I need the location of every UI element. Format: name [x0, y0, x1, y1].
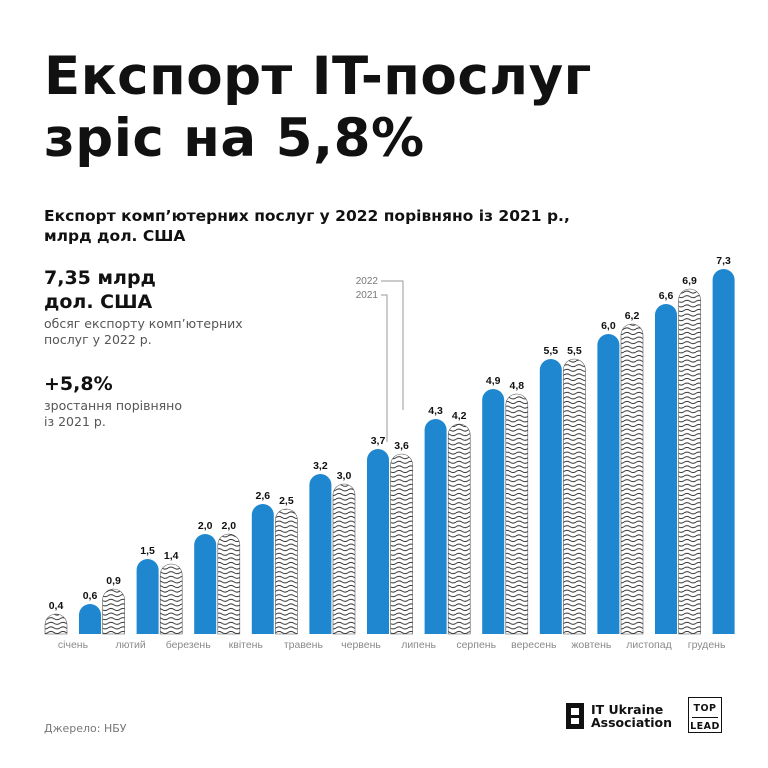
bar-label-2021-8: 4,8 — [509, 380, 524, 392]
x-tick-label-9: жовтень — [571, 639, 612, 651]
bar-2022-11 — [712, 269, 735, 634]
chart-subtitle: Експорт комп’ютерних послуг у 2022 порів… — [44, 206, 704, 246]
bar-2022-6 — [424, 419, 447, 634]
top-lead-logo: TOP LEAD — [688, 697, 722, 733]
bar-2022-1 — [136, 559, 159, 634]
bar-label-2021-7: 4,2 — [452, 410, 467, 422]
bar-2021-0 — [44, 613, 68, 635]
stat-total-value: 7,35 млрд дол. США — [44, 266, 156, 314]
stat-growth-value: +5,8% — [44, 373, 113, 395]
subtitle-line-1: Експорт комп’ютерних послуг у 2022 порів… — [44, 207, 570, 225]
bar-2021-4 — [275, 508, 298, 635]
bar-2022-7 — [482, 389, 505, 634]
top-lead-logo-line-2: LEAD — [690, 721, 720, 732]
x-tick-label-10: листопад — [626, 639, 671, 651]
legend-pointer-2021 — [381, 294, 388, 442]
bar-label-2021-11: 6,9 — [682, 275, 697, 287]
bar-2021-1 — [102, 588, 125, 635]
stat-total-value-line-2: дол. США — [44, 291, 153, 313]
bar-label-2022-4: 3,2 — [313, 460, 328, 472]
x-tick-label-3: квітень — [229, 639, 264, 651]
bar-2022-3 — [251, 504, 274, 634]
headline-line-1: Експорт IT-послуг — [44, 46, 592, 107]
x-tick-label-8: вересень — [511, 639, 557, 651]
bar-label-2022-5: 3,7 — [371, 435, 386, 447]
bar-2022-0 — [79, 604, 101, 634]
x-tick-label-1: лютий — [115, 639, 145, 651]
bar-2021-11 — [678, 288, 701, 635]
bar-2022-8 — [539, 359, 562, 634]
bar-label-2022-1: 1,5 — [140, 545, 155, 557]
x-tick-label-7: серпень — [456, 639, 496, 651]
bar-2022-2 — [194, 534, 217, 634]
bar-label-2021-6: 3,6 — [394, 440, 409, 452]
bar-2021-10 — [620, 323, 644, 635]
bar-label-2021-1: 0,9 — [106, 575, 121, 587]
bar-2022-4 — [309, 474, 332, 634]
bar-label-2021-10: 6,2 — [625, 310, 640, 322]
it-ukraine-logo-line-1: IT Ukraine — [591, 702, 664, 717]
bar-2022-9 — [597, 334, 620, 634]
stat-total-desc-line-1: обсяг експорту комп’ютерних — [44, 316, 243, 331]
stat-total-value-line-1: 7,35 млрд — [44, 267, 156, 289]
bar-label-2022-9: 6,0 — [601, 320, 616, 332]
bar-label-2022-2: 2,0 — [198, 520, 213, 532]
it-ukraine-logo-icon — [566, 703, 584, 729]
it-ukraine-logo-line-2: Association — [591, 715, 673, 730]
bar-label-2022-6: 4,3 — [428, 405, 443, 417]
x-tick-label-6: липень — [401, 639, 436, 651]
stat-total-description: обсяг експорту комп’ютерних послуг у 202… — [44, 316, 243, 348]
bar-label-2021-3: 2,0 — [221, 520, 236, 532]
subtitle-line-2: млрд дол. США — [44, 227, 186, 245]
legend-label-2022: 2022 — [356, 276, 379, 287]
x-tick-label-0: січень — [58, 639, 89, 651]
bar-label-2021-5: 3,0 — [337, 470, 352, 482]
bar-label-2022-8: 5,5 — [543, 345, 558, 357]
stat-growth-description: зростання порівняно із 2021 р. — [44, 398, 182, 430]
x-tick-label-2: березень — [166, 639, 212, 651]
bar-label-2021-9: 5,5 — [567, 345, 582, 357]
top-lead-logo-line-1: TOP — [693, 703, 717, 714]
bar-2022-10 — [655, 304, 677, 634]
bar-label-2022-7: 4,9 — [486, 375, 501, 387]
bar-2021-3 — [217, 533, 241, 635]
bar-2021-8 — [505, 393, 529, 635]
stat-growth-desc-line-2: із 2021 р. — [44, 414, 106, 429]
bar-2021-9 — [563, 358, 586, 635]
stat-total-desc-line-2: послуг у 2022 р. — [44, 332, 152, 347]
bar-label-2022-3: 2,6 — [255, 490, 270, 502]
bar-2021-6 — [390, 453, 413, 635]
it-ukraine-association-logo: IT Ukraine Association — [566, 703, 672, 729]
bar-2021-5 — [332, 483, 356, 635]
legend-label-2021: 2021 — [356, 290, 379, 301]
headline-line-2: зріс на 5,8% — [44, 108, 425, 169]
bar-label-2022-10: 6,6 — [659, 290, 674, 302]
it-ukraine-logo-text: IT Ukraine Association — [591, 703, 672, 729]
chart-legend: 2022 2021 — [356, 276, 404, 442]
bar-label-2022-11: 7,3 — [716, 255, 731, 267]
legend-pointer-2022 — [381, 280, 404, 410]
bar-label-2021-2: 1,4 — [164, 550, 179, 562]
page-headline: Експорт IT-послуг зріс на 5,8% — [44, 46, 592, 170]
bar-2021-7 — [447, 423, 471, 635]
bar-label-2021-4: 2,5 — [279, 495, 294, 507]
source-note: Джерело: НБУ — [44, 722, 127, 735]
bar-label-2022-0: 0,6 — [83, 590, 98, 602]
x-tick-label-4: травень — [284, 639, 324, 651]
x-tick-label-5: червень — [341, 639, 381, 651]
bar-2021-2 — [159, 563, 183, 635]
x-tick-label-11: грудень — [688, 639, 726, 651]
bar-label-2021-0: 0,4 — [49, 600, 64, 612]
bar-2022-5 — [367, 449, 389, 634]
stat-growth-desc-line-1: зростання порівняно — [44, 398, 182, 413]
